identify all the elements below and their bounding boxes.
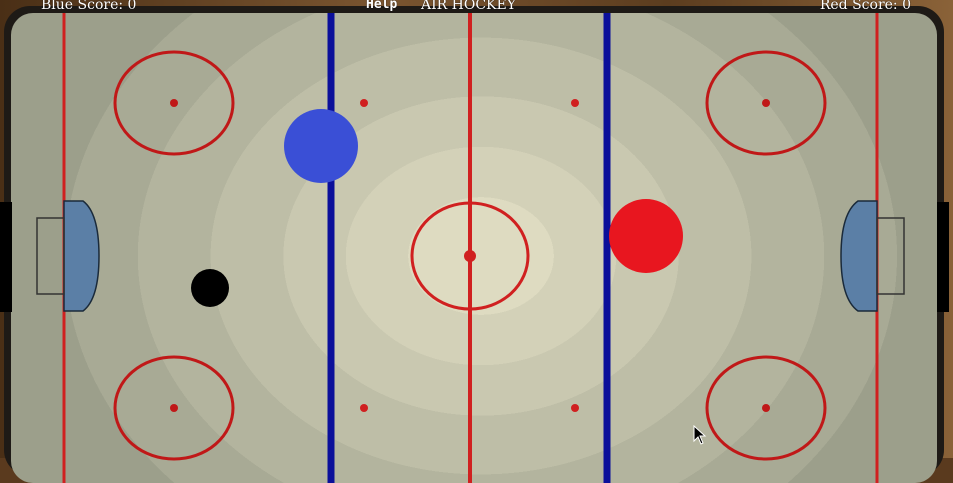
blue-score: Blue Score: 0 <box>41 0 137 13</box>
faceoff-dot-bottom-right <box>762 404 770 412</box>
faceoff-dot-top-right <box>762 99 770 107</box>
red-paddle <box>609 199 683 273</box>
goal-crease-left <box>63 200 100 312</box>
faceoff-dot-bottom-left <box>170 404 178 412</box>
neutral-dot-top-right <box>571 99 579 107</box>
faceoff-circle-top-right <box>705 50 827 156</box>
mouse-pointer-icon <box>693 425 707 445</box>
rink-markings <box>36 13 905 483</box>
game-title: AIR HOCKEY <box>421 0 516 13</box>
neutral-dot-bottom-left <box>360 404 368 412</box>
center-circle <box>410 201 530 311</box>
goal-mouth-left <box>0 202 12 312</box>
rink-surface[interactable] <box>11 13 937 483</box>
goal-crease-right <box>840 200 878 312</box>
goal-net-left <box>36 217 65 295</box>
goal-mouth-right <box>937 202 949 312</box>
blue-paddle <box>284 109 358 183</box>
red-score: Red Score: 0 <box>819 0 911 13</box>
goal-net-right <box>876 217 905 295</box>
help-link[interactable]: Help <box>366 0 398 12</box>
puck <box>191 269 229 307</box>
neutral-dot-top-left <box>360 99 368 107</box>
neutral-dot-bottom-right <box>571 404 579 412</box>
center-dot <box>464 250 476 262</box>
faceoff-dot-top-left <box>170 99 178 107</box>
faceoff-circle-top-left <box>113 50 235 156</box>
